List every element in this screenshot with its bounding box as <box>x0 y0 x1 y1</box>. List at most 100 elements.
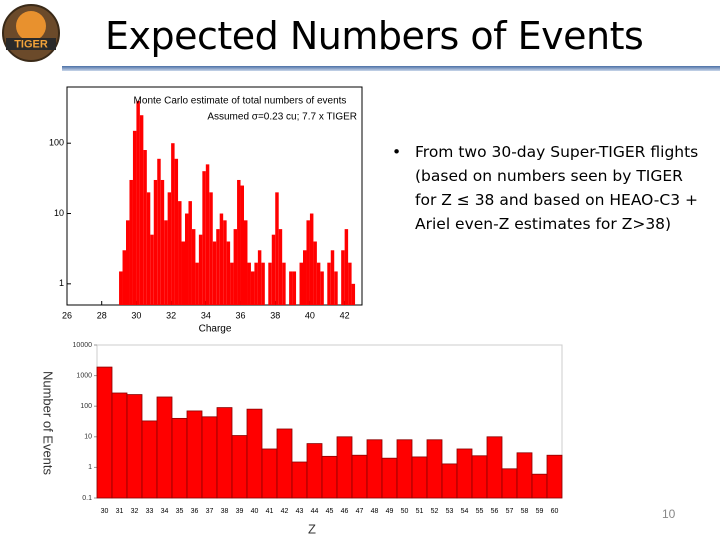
bullet-line: From two 30-day Super-TIGER flights <box>415 143 699 161</box>
x-tick-label: 54 <box>461 508 469 515</box>
bar <box>202 171 206 305</box>
bar <box>216 229 220 305</box>
bar <box>546 454 563 499</box>
x-tick-label: 42 <box>281 508 289 515</box>
bar <box>240 185 244 305</box>
bar <box>257 250 262 305</box>
x-tick-label: 36 <box>191 508 199 515</box>
bar <box>292 271 297 305</box>
bar <box>247 262 251 305</box>
x-tick-label: 42 <box>340 310 350 320</box>
bar <box>278 229 283 305</box>
bar <box>167 192 172 305</box>
x-tick-label: 28 <box>97 310 107 320</box>
bar <box>271 234 276 305</box>
bar <box>341 250 345 305</box>
bar <box>219 213 224 305</box>
logo: TIGER <box>2 4 60 62</box>
bar <box>334 271 338 305</box>
x-tick-label: 38 <box>270 310 280 320</box>
bar <box>316 262 321 305</box>
bar <box>456 448 473 499</box>
bar <box>327 262 331 305</box>
y-tick-label: 100 <box>80 403 92 410</box>
x-tick-label: 30 <box>131 310 141 320</box>
bar <box>516 452 533 499</box>
chart-title: Monte Carlo estimate of total numbers of… <box>134 96 347 107</box>
y-tick-label: 0.1 <box>82 495 92 502</box>
bar <box>171 417 188 499</box>
bar <box>289 271 293 305</box>
plots: 26 28 30 32 34 36 38 40 42 1 10 100 Monte Carlo esti… <box>41 96 563 536</box>
bar <box>306 220 310 305</box>
bar <box>501 468 518 499</box>
x-tick-label: 43 <box>296 508 304 515</box>
bar <box>291 461 308 499</box>
x-axis-label: Z <box>308 521 316 536</box>
x-tick-label: 32 <box>166 310 176 320</box>
slide-title: Expected Numbers of Events <box>105 14 644 58</box>
bar <box>441 463 458 499</box>
x-tick-label: 52 <box>431 508 439 515</box>
bar <box>126 394 143 499</box>
bar <box>231 435 248 499</box>
bar <box>531 473 548 499</box>
bar <box>96 366 113 499</box>
bar <box>233 229 238 305</box>
bar <box>164 220 168 305</box>
bar <box>209 192 213 305</box>
x-tick-label: 34 <box>201 310 211 320</box>
bar <box>303 250 307 305</box>
x-tick-label: 48 <box>371 508 379 515</box>
x-tick-label: 30 <box>101 508 109 515</box>
bar <box>146 192 151 305</box>
x-tick-label: 39 <box>236 508 244 515</box>
bar <box>309 213 314 305</box>
x-tick-label: 36 <box>236 310 246 320</box>
bar <box>191 229 196 305</box>
bar <box>122 250 126 305</box>
bar <box>250 271 255 305</box>
x-tick-label: 37 <box>206 508 214 515</box>
bar <box>157 158 161 305</box>
bar <box>188 201 192 305</box>
bar <box>216 407 233 499</box>
bar <box>185 213 189 305</box>
x-tick-label: 47 <box>356 508 364 515</box>
bar <box>153 179 158 305</box>
bar <box>396 439 413 499</box>
bar <box>306 443 323 499</box>
bar <box>212 241 217 305</box>
x-tick-label: 60 <box>551 508 559 515</box>
bar <box>141 420 158 499</box>
bar <box>201 416 218 499</box>
y-tick-label: 1 <box>59 278 64 288</box>
x-tick-label: 31 <box>116 508 124 515</box>
bar <box>186 410 203 499</box>
bar <box>244 220 248 305</box>
bar <box>348 262 352 305</box>
x-tick-label: 50 <box>401 508 409 515</box>
bar <box>178 201 182 305</box>
bullet-dot: • <box>392 143 402 161</box>
bar <box>411 456 428 499</box>
bar <box>126 220 130 305</box>
bar <box>132 130 137 305</box>
title-rule <box>62 66 720 71</box>
y-tick-label: 10000 <box>73 342 93 349</box>
x-tick-label: 59 <box>536 508 544 515</box>
bar <box>320 271 324 305</box>
bar <box>254 262 258 305</box>
bar <box>313 241 317 305</box>
bar <box>351 283 356 305</box>
bar <box>330 250 335 305</box>
bar <box>261 262 265 305</box>
bar <box>223 220 227 305</box>
bar <box>268 262 272 305</box>
x-tick-label: 26 <box>62 310 72 320</box>
bar <box>195 262 199 305</box>
bar <box>486 436 503 499</box>
bar <box>344 229 349 305</box>
